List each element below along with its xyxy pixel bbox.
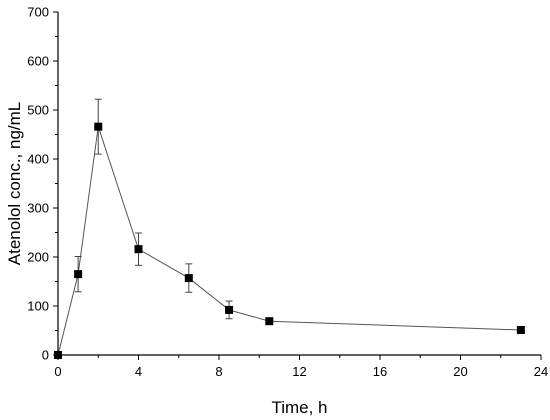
y-tick-label: 600 (27, 54, 49, 69)
data-point (74, 270, 83, 279)
data-point (265, 317, 274, 326)
x-tick-label: 20 (453, 364, 467, 379)
x-tick-label: 24 (534, 364, 548, 379)
y-tick-label: 400 (27, 152, 49, 167)
y-axis-title: Atenolol conc., ng/mL (5, 102, 24, 265)
series (54, 98, 525, 359)
x-tick-label: 4 (135, 364, 142, 379)
y-tick-label: 0 (42, 348, 49, 363)
x-tick-label: 16 (373, 364, 387, 379)
data-point (516, 326, 525, 335)
series-line (57, 126, 521, 356)
ticks: 0 100 200 300 400 500 600 700 0 4 8 12 16 20 24 (27, 5, 548, 380)
x-tick-label: 0 (54, 364, 61, 379)
x-tick-label: 8 (215, 364, 222, 379)
y-tick-label: 700 (27, 5, 49, 20)
x-tick-label: 12 (292, 364, 306, 379)
y-tick-label: 500 (27, 103, 49, 118)
y-tick-label: 300 (27, 201, 49, 216)
data-point (94, 122, 103, 131)
y-tick-label: 200 (27, 250, 49, 265)
x-axis-title: Time, h (271, 398, 327, 417)
data-point (54, 351, 62, 359)
y-tick-label: 100 (27, 299, 49, 314)
data-point (184, 274, 193, 283)
data-point (225, 305, 234, 314)
axes (57, 12, 541, 356)
data-point (134, 245, 143, 254)
